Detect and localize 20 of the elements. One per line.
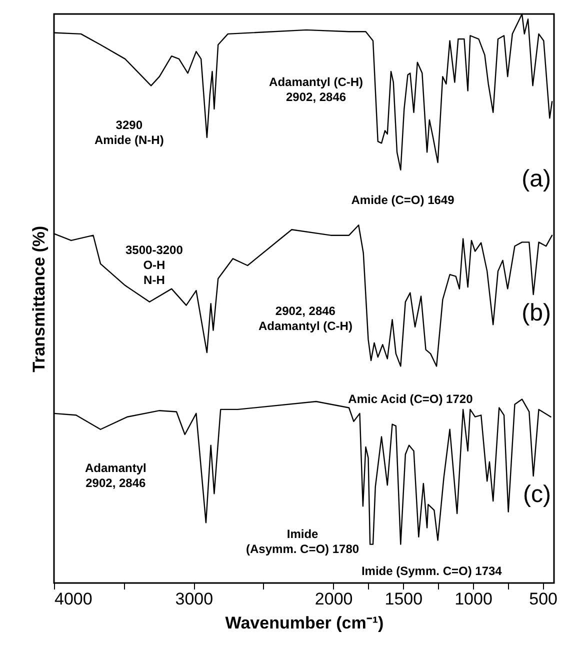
- x-tick-label: 2000: [314, 590, 353, 608]
- x-tick-label: 3000: [175, 590, 214, 608]
- annotation: Amic Acid (C=O) 1720: [348, 392, 474, 406]
- x-tick-label: 500: [529, 590, 558, 608]
- annotation: Adamantyl 2902, 2846: [84, 461, 146, 490]
- x-axis-title: Wavenumber (cm⁻¹): [225, 614, 384, 632]
- x-tick-label: 1000: [454, 590, 492, 608]
- annotation: Amide (C=O) 1649: [351, 193, 455, 207]
- annotation: Imide (Asymm. C=O) 1780: [246, 527, 360, 556]
- annotation: 3500-3200 O-H N-H: [125, 243, 184, 287]
- annotation: Adamantyl (C-H) 2902, 2846: [269, 75, 364, 104]
- x-tick-label: 4000: [54, 590, 92, 608]
- series-label: (c): [523, 480, 551, 508]
- x-tick-label: 1500: [384, 590, 423, 608]
- annotation: 3290 Amide (N-H): [94, 118, 164, 147]
- annotation: 2902, 2846 Adamantyl (C-H): [258, 304, 352, 333]
- annotation: Imide (Symm. C=O) 1734: [361, 564, 502, 578]
- series-label: (b): [522, 299, 551, 326]
- y-axis-title: Transmittance (%): [30, 226, 48, 372]
- series-label: (a): [522, 166, 551, 193]
